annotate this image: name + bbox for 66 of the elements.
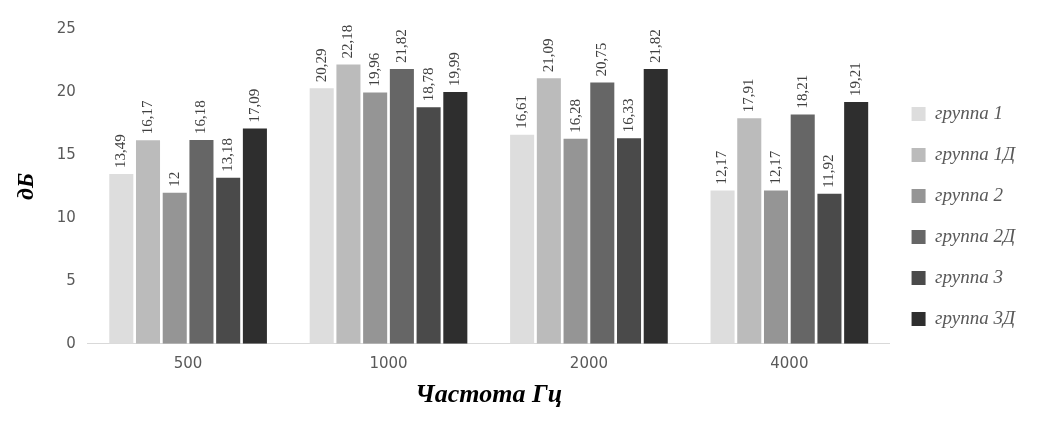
bar [162,192,187,344]
x-tick-label: 4000 [770,353,809,372]
bar [763,190,789,344]
bar [563,138,588,344]
data-label: 13,49 [112,134,129,168]
data-label: 16,18 [192,100,209,135]
data-label: 21,82 [392,29,409,64]
data-label: 12,17 [713,150,730,185]
legend-label: группа 2Д [935,225,1016,246]
data-label: 12,17 [766,150,783,185]
data-label: 13,18 [219,138,236,172]
y-tick-label: 25 [56,18,76,37]
data-label: 17,91 [740,78,757,113]
bar [336,64,361,344]
bar [389,69,414,344]
bar [510,134,535,344]
bar [643,69,668,344]
bar [135,140,161,344]
data-label: 12 [165,171,182,187]
bar [416,107,441,344]
y-axis-title: дБ [11,172,38,200]
data-label: 18,21 [793,74,810,109]
bar [790,114,815,344]
data-label: 19,99 [446,52,463,87]
data-label: 19,21 [847,62,864,96]
legend-label: группа 1Д [935,143,1016,164]
bar [617,138,642,344]
y-tick-label: 0 [66,333,76,352]
bar [242,128,267,344]
bar [189,140,214,344]
bar [309,88,334,344]
data-label: 18,78 [419,67,436,102]
x-tick-label: 500 [173,353,203,372]
bar [363,92,388,344]
data-label: 19,96 [366,52,383,87]
data-label: 21,82 [646,29,663,64]
bar [536,78,561,344]
bar [844,101,869,344]
data-label: 20,75 [593,42,610,77]
bar [216,177,241,344]
bar [710,190,735,344]
data-label: 16,28 [566,99,583,133]
y-tick-label: 20 [56,81,76,100]
bar [737,118,762,344]
data-label: 11,92 [820,154,837,188]
x-tick-label: 2000 [569,353,609,372]
y-tick-label: 15 [56,144,76,163]
data-label: 16,33 [619,98,636,133]
bar [817,193,842,344]
data-label: 16,17 [138,99,155,135]
legend-label: группа 2 [935,184,1004,205]
y-tick-label: 5 [66,270,76,289]
data-label: 22,18 [339,24,356,59]
bar [590,82,615,344]
legend-label: группа 3 [935,266,1003,287]
x-tick-label: 1000 [369,353,408,372]
x-axis-title: Частота Гц [415,379,563,409]
bar [443,92,468,344]
data-label: 17,09 [245,88,262,123]
y-tick-label: 10 [56,207,76,226]
bar [109,173,134,344]
legend-label: группа 3Д [935,307,1016,328]
data-label: 16,61 [513,94,530,129]
data-label: 20,29 [312,48,329,83]
data-label: 21,09 [539,38,556,73]
legend-label: группа 1 [935,102,1003,123]
